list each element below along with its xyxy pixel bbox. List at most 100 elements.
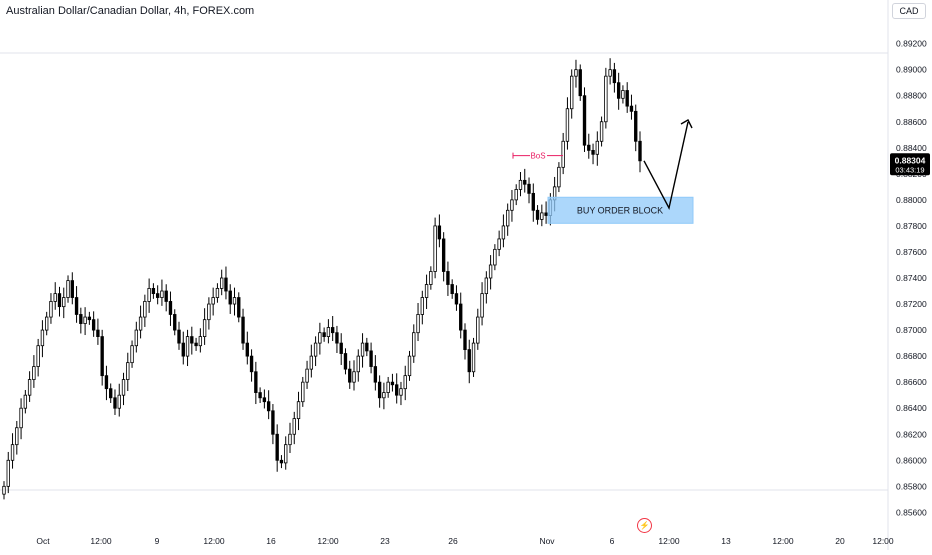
candle [211,297,215,305]
candle [45,316,49,331]
projection-arrowhead [680,119,693,129]
candle [275,433,279,461]
candle [27,379,32,396]
candle [625,90,629,107]
candle [463,329,467,351]
candle [87,316,92,321]
candle [143,301,147,318]
candle [168,301,173,315]
candle [113,397,117,409]
candle [395,384,399,396]
candle [288,433,292,446]
candle [271,410,275,435]
lightning-icon[interactable]: ⚡ [637,518,652,533]
candle [540,212,544,220]
candle [382,392,386,399]
candle [570,75,574,110]
y-tick-label: 0.86200 [896,429,927,439]
candle [224,277,228,292]
candle [386,381,390,393]
candle [6,459,10,487]
candle [207,303,211,321]
candle [121,379,126,396]
x-tick-label: Nov [539,536,555,546]
x-tick-label: Oct [36,536,50,546]
candle [599,121,604,142]
candle [309,355,314,370]
candle [104,375,109,390]
candle [19,407,23,429]
candle [160,290,164,298]
candle [241,316,245,344]
candle [450,284,454,295]
candle [10,444,15,461]
candle [100,336,104,377]
candle [595,140,599,155]
candle [313,342,318,357]
candle [352,371,356,383]
y-tick-label: 0.89200 [896,39,927,49]
candle [356,355,360,373]
candle [96,329,100,337]
y-tick-label: 0.85800 [896,481,927,491]
chart-title: Australian Dollar/Canadian Dollar, 4h, F… [6,5,255,17]
candle [79,314,83,324]
y-tick-label: 0.86600 [896,377,927,387]
y-tick-label: 0.88800 [896,91,927,101]
candle [582,95,587,146]
candle [441,238,446,272]
candle [518,179,523,190]
candle [484,277,489,295]
candle [49,301,53,318]
candle [561,140,565,168]
candle [15,427,19,446]
candle [301,381,305,403]
candle [117,394,121,409]
y-tick-label: 0.89000 [896,65,927,75]
x-tick-label: 26 [448,536,458,546]
candle [523,179,527,185]
candle [587,144,591,151]
candle [403,375,407,390]
candle [284,444,288,464]
candle [91,319,96,331]
order-block-zone[interactable] [547,196,694,224]
candle [629,105,634,112]
candle [326,327,331,337]
candle [420,297,424,315]
candle [565,108,570,142]
candle [505,209,510,227]
candle [535,209,540,220]
y-tick-label: 0.87000 [896,325,927,335]
candle [237,297,241,318]
candle [40,329,45,347]
candle [279,459,284,464]
candle [266,401,271,412]
candle [292,418,296,435]
y-tick-label: 0.88600 [896,117,927,127]
candle [66,280,70,298]
projection-path[interactable] [643,121,689,211]
candle [390,381,395,386]
y-tick-label: 0.88000 [896,195,927,205]
currency-badge[interactable]: CAD [892,3,926,19]
candle [339,342,343,354]
candle [429,271,433,285]
candle [578,69,582,97]
candle [245,342,249,357]
candle [399,388,403,396]
candle [215,288,220,298]
candle [322,332,326,337]
y-tick-label: 0.87200 [896,299,927,309]
x-tick-label: 13 [721,536,731,546]
x-tick-label: 12:00 [658,536,680,546]
candle [70,280,74,298]
candle [232,297,237,305]
candle [53,293,57,302]
candle [407,355,412,377]
x-tick-label: 12:00 [872,536,894,546]
candle [424,284,429,298]
candle [190,336,194,344]
